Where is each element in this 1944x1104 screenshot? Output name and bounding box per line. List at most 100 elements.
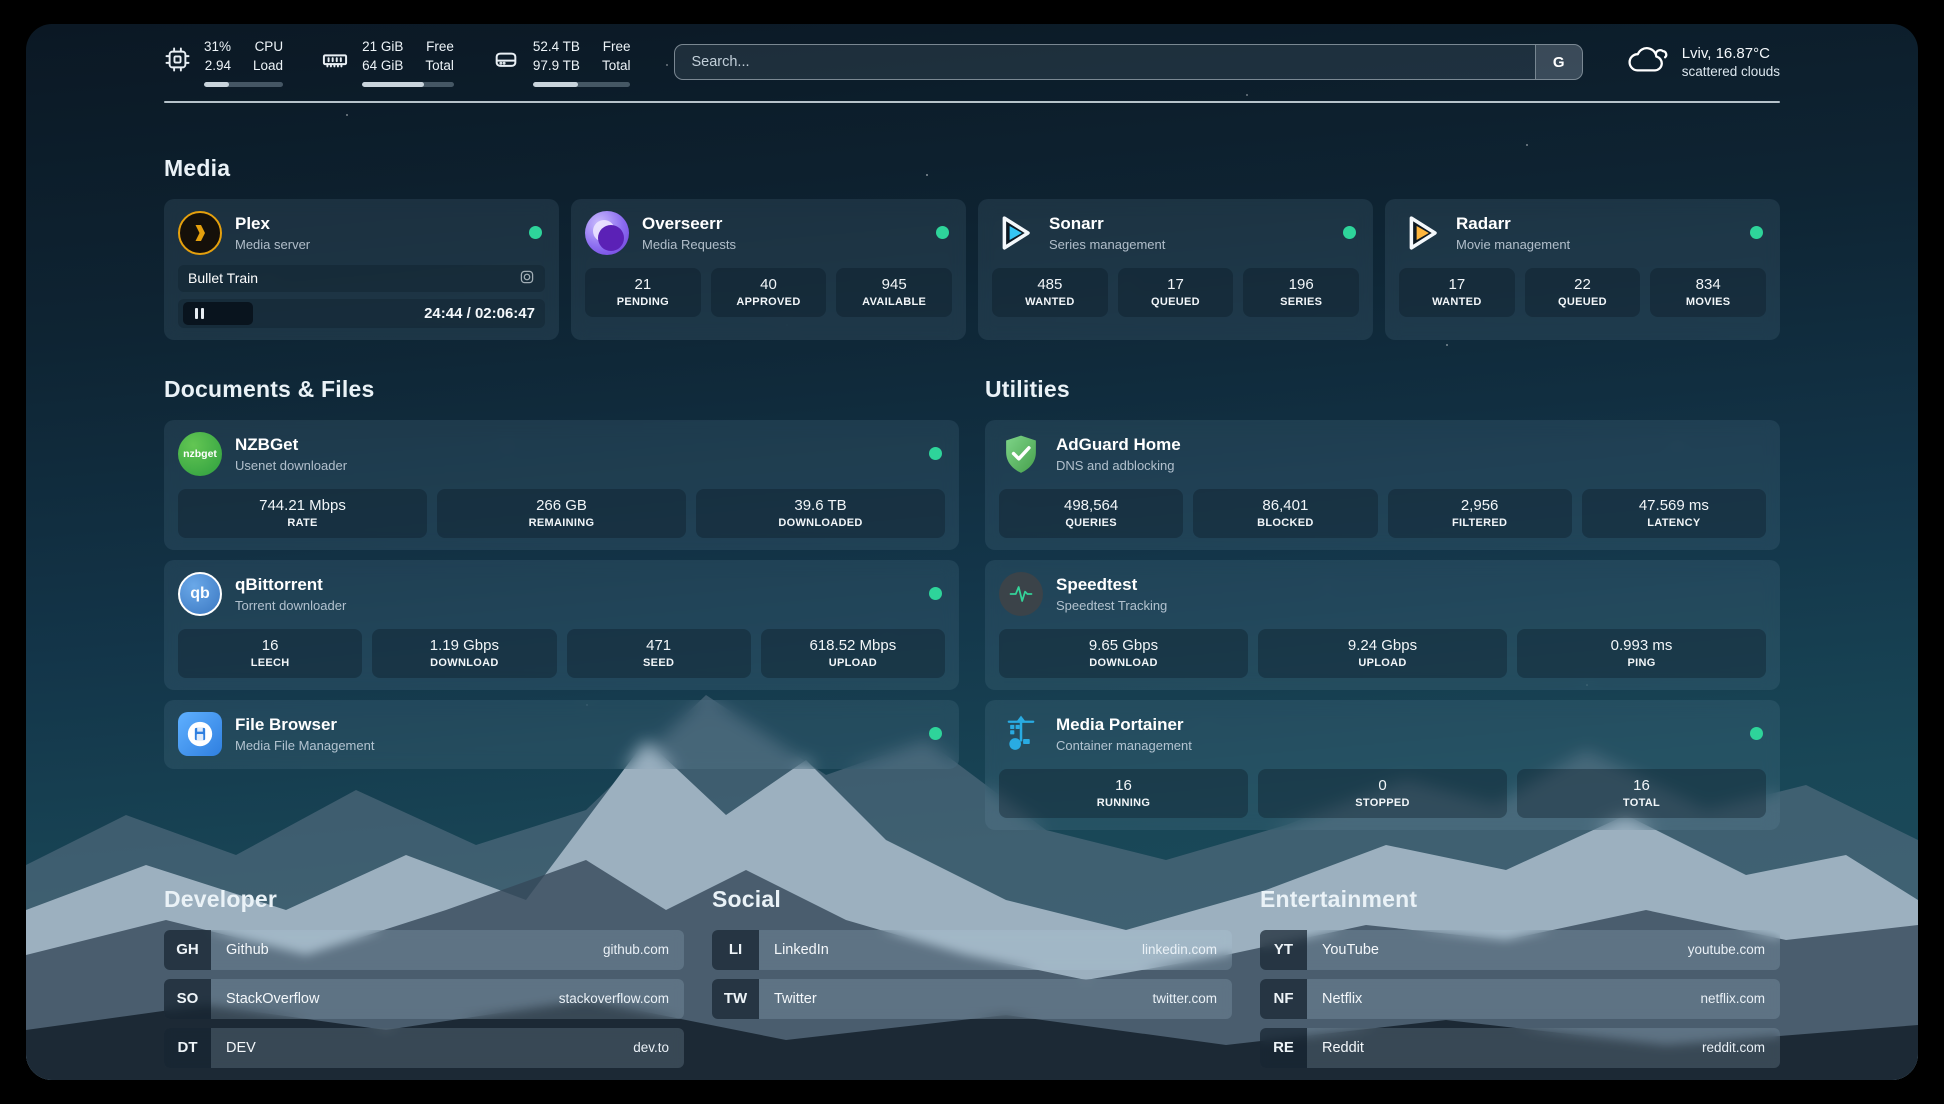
developer-section-title: Developer	[164, 885, 278, 912]
bookmark-stackoverflow[interactable]: SO StackOverflow stackoverflow.com	[164, 978, 684, 1019]
social-section: Social LI LinkedIn linkedin.com TW Twitt…	[712, 886, 1232, 1077]
overseerr-card[interactable]: Overseerr Media Requests 21 PENDING 40 A…	[571, 198, 966, 340]
radarr-card[interactable]: Radarr Movie management 17 WANTED 22 QUE…	[1385, 198, 1780, 340]
app-desc: Container management	[1056, 737, 1192, 753]
documents-section-title: Documents & Files	[164, 375, 375, 402]
playback-bar[interactable]: 24:44 / 02:06:47	[178, 298, 545, 328]
stat-value: 471	[646, 636, 672, 654]
cpu-usage-label: CPU	[254, 39, 284, 54]
portainer-crane-icon	[999, 712, 1043, 756]
search-input[interactable]	[675, 45, 1535, 79]
stat-label: UPLOAD	[828, 656, 877, 669]
cloud-icon	[1627, 42, 1669, 81]
playback-time: 24:44 / 02:06:47	[424, 304, 535, 322]
stat-label: PENDING	[616, 295, 669, 308]
bookmark-youtube[interactable]: YT YouTube youtube.com	[1260, 929, 1780, 970]
cpu-progress-track	[204, 81, 284, 87]
stat-value: 618.52 Mbps	[809, 636, 897, 654]
now-playing-camera-icon	[519, 269, 535, 288]
stat-box: 16 LEECH	[178, 628, 363, 678]
stat-box: 40 APPROVED	[710, 267, 827, 317]
stat-box: 2,956 FILTERED	[1387, 488, 1572, 538]
adguard-card[interactable]: AdGuard Home DNS and adblocking 498,564 …	[985, 419, 1780, 550]
nzbget-card[interactable]: nzbget NZBGet Usenet downloader 744.21 M…	[164, 419, 959, 550]
stat-label: PING	[1627, 656, 1656, 669]
sonarr-icon	[992, 211, 1036, 255]
stat-label: MOVIES	[1685, 295, 1731, 308]
stat-value: 196	[1288, 275, 1314, 293]
hard-drive-icon	[492, 46, 520, 87]
bookmark-github[interactable]: GH Github github.com	[164, 929, 684, 970]
memory-progress-fill	[362, 81, 424, 87]
bookmark-linkedin[interactable]: LI LinkedIn linkedin.com	[712, 929, 1232, 970]
app-name: AdGuard Home	[1056, 434, 1181, 454]
media-section-title: Media	[164, 154, 231, 181]
entertainment-section: Entertainment YT YouTube youtube.com NF …	[1260, 886, 1780, 1077]
cpu-usage-value: 31%	[204, 39, 232, 54]
bookmark-twitter[interactable]: TW Twitter twitter.com	[712, 978, 1232, 1019]
bookmark-url: github.com	[602, 942, 669, 958]
qbittorrent-card[interactable]: qb qBittorrent Torrent downloader 16 LEE…	[164, 559, 959, 690]
stat-value: 17	[1167, 275, 1184, 293]
stat-box: 744.21 Mbps RATE	[178, 488, 427, 538]
bookmark-netflix[interactable]: NF Netflix netflix.com	[1260, 978, 1780, 1019]
speedtest-pulse-icon	[999, 571, 1043, 616]
plex-card[interactable]: Plex Media server Bullet Train	[164, 198, 559, 340]
playback-played-segment[interactable]	[183, 301, 254, 325]
adguard-shield-icon	[999, 432, 1043, 476]
stat-box: 47.569 ms LATENCY	[1581, 488, 1766, 538]
documents-section: Documents & Files nzbget NZBGet Usenet d…	[164, 376, 959, 769]
stat-box: 945 AVAILABLE	[836, 267, 952, 317]
bookmark-name: Twitter	[774, 990, 817, 1007]
app-name: Media Portainer	[1056, 714, 1184, 734]
app-desc: Media Requests	[642, 236, 736, 252]
sonarr-card[interactable]: Sonarr Series management 485 WANTED 17 Q…	[978, 198, 1373, 340]
bookmark-url: youtube.com	[1687, 942, 1765, 958]
stat-box: 498,564 QUERIES	[999, 488, 1184, 538]
bookmark-url: dev.to	[633, 1040, 669, 1056]
stat-value: 945	[881, 275, 907, 293]
filebrowser-card[interactable]: File Browser Media File Management	[164, 699, 959, 769]
stat-value: 2,956	[1460, 496, 1499, 514]
status-dot-online	[1750, 225, 1763, 239]
bookmark-abbr: RE	[1260, 1027, 1307, 1068]
stat-value: 0.993 ms	[1610, 636, 1673, 654]
search-bar[interactable]: G	[674, 44, 1583, 80]
overseerr-icon	[585, 210, 629, 255]
stat-box: 485 WANTED	[992, 267, 1108, 317]
status-dot-online	[1750, 726, 1763, 740]
disk-total-label: Total	[601, 57, 631, 73]
stat-box: 834 MOVIES	[1650, 267, 1766, 317]
status-dot-online	[1343, 225, 1356, 239]
memory-free-label: Free	[426, 39, 454, 54]
stat-value: 1.19 Gbps	[429, 636, 499, 654]
stat-label: QUEUED	[1558, 295, 1607, 308]
stat-value: 9.24 Gbps	[1347, 636, 1418, 654]
media-section: Media Plex Media server	[164, 155, 1780, 340]
app-name: Overseerr	[642, 213, 723, 233]
stat-label: QUERIES	[1065, 516, 1117, 529]
developer-section: Developer GH Github github.com SO StackO…	[164, 886, 684, 1077]
bookmark-dev[interactable]: DT DEV dev.to	[164, 1027, 684, 1068]
stat-value: 834	[1695, 275, 1721, 293]
disk-total-value: 97.9 TB	[532, 57, 580, 73]
plex-icon	[178, 210, 222, 255]
bookmark-name: Reddit	[1322, 1039, 1364, 1056]
stat-value: 47.569 ms	[1638, 496, 1709, 514]
stat-value: 21	[634, 275, 652, 293]
stat-value: 17	[1448, 275, 1466, 293]
stat-label: APPROVED	[736, 295, 801, 308]
app-desc: Speedtest Tracking	[1056, 597, 1168, 613]
filebrowser-icon	[178, 711, 222, 756]
search-engine-button[interactable]: G	[1534, 45, 1582, 79]
bookmark-reddit[interactable]: RE Reddit reddit.com	[1260, 1027, 1780, 1068]
weather-location-temp: Lviv, 16.87°C	[1681, 44, 1770, 62]
portainer-card[interactable]: Media Portainer Container management 16 …	[985, 699, 1780, 830]
bookmark-url: stackoverflow.com	[558, 991, 669, 1007]
now-playing-title: Bullet Train	[188, 270, 259, 287]
bookmark-abbr: YT	[1260, 929, 1307, 970]
memory-stat: 21 GiB 64 GiB Free Total	[321, 38, 454, 87]
speedtest-card[interactable]: Speedtest Speedtest Tracking 9.65 Gbps D…	[985, 559, 1780, 690]
qbittorrent-icon: qb	[178, 571, 222, 616]
stat-label: SERIES	[1280, 295, 1323, 308]
